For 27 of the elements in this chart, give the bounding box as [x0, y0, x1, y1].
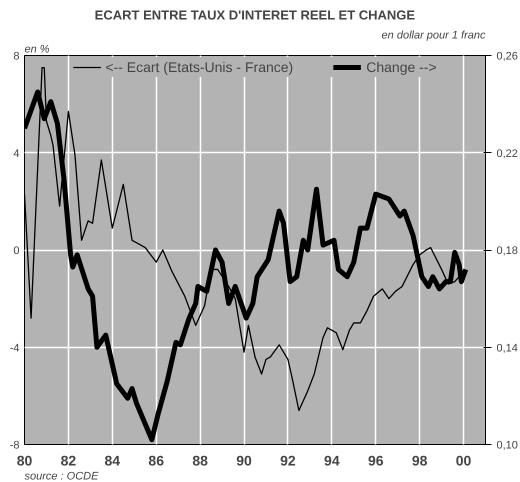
x-tick-label: 00 [456, 452, 472, 468]
y-tick-label: -4 [10, 342, 20, 354]
y-tick-label: 4 [13, 148, 20, 160]
x-tick-label: 86 [148, 452, 164, 468]
y-axis-title: en % [24, 44, 50, 56]
y2-tick-label: 0,26 [496, 50, 518, 62]
x-tick-label: 82 [60, 452, 76, 468]
y2-tick-label: 0,14 [496, 342, 518, 354]
legend-label: <-- Ecart (Etats-Unis - France) [105, 59, 294, 75]
x-tick-label: 98 [412, 452, 428, 468]
y2-axis-title: en dollar pour 1 franc [382, 30, 486, 42]
y2-tick-label: 0,18 [496, 245, 518, 257]
chart-title: ECART ENTRE TAUX D'INTERET REEL ET CHANGE [94, 8, 416, 22]
x-tick-label: 80 [16, 452, 32, 468]
source-note: source : OCDE [24, 470, 100, 482]
legend-label: Change --> [366, 59, 437, 75]
y2-tick-label: 0,22 [496, 148, 518, 160]
y-tick-label: 0 [13, 245, 20, 257]
x-tick-label: 94 [324, 452, 340, 468]
x-tick-label: 88 [192, 452, 208, 468]
y2-tick-label: 0,10 [496, 440, 518, 452]
x-tick-label: 92 [280, 452, 296, 468]
x-tick-label: 90 [236, 452, 252, 468]
y-tick-label: -8 [10, 440, 20, 452]
y-tick-label: 8 [13, 50, 20, 62]
x-tick-label: 84 [104, 452, 120, 468]
x-tick-label: 96 [368, 452, 384, 468]
